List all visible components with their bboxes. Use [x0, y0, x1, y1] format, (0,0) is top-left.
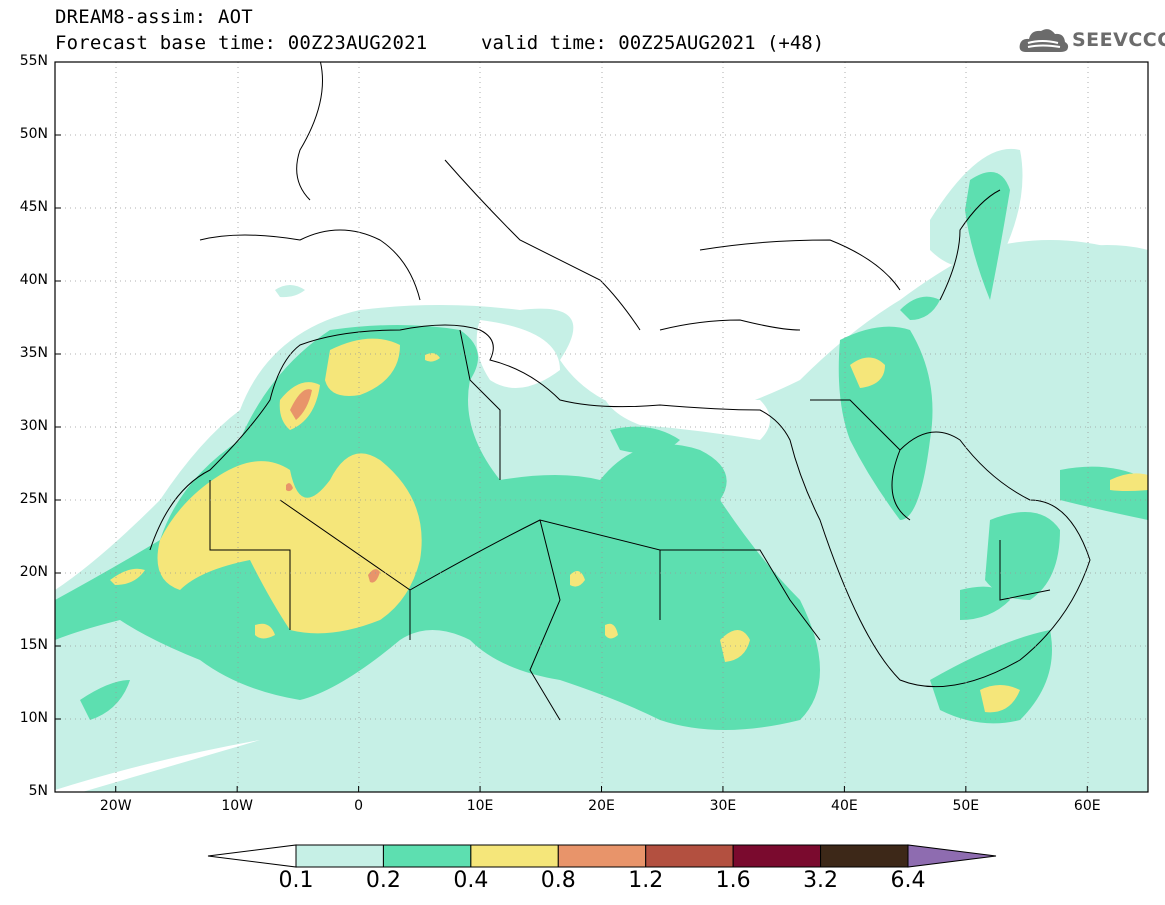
aot-clear-areas [55, 320, 770, 792]
lon-label: 40E [831, 798, 858, 814]
logo-text: SEEVCCC [1072, 29, 1165, 51]
colorbar-label: 0.4 [453, 868, 489, 893]
seevccc-logo: SEEVCCC [1018, 24, 1165, 58]
lon-label: 0 [354, 798, 364, 814]
lat-label: 45N [19, 199, 48, 215]
valid-time: valid time: 00Z25AUG2021 (+48) [481, 32, 825, 54]
aot-band-medium [55, 172, 1148, 730]
colorbar [207, 844, 997, 868]
lon-label: 10W [221, 798, 253, 814]
colorbar-swatch [645, 844, 734, 868]
product-title: DREAM8-assim: AOT [55, 6, 253, 28]
colorbar-swatch [295, 844, 384, 868]
colorbar-label: 0.2 [365, 868, 401, 893]
lat-label: 25N [19, 491, 48, 507]
colorbar-arrow-high [907, 844, 997, 868]
colorbar-swatch [382, 844, 472, 868]
colorbar-swatch [557, 844, 647, 868]
colorbar-swatch [820, 844, 909, 868]
colorbar-swatch [470, 844, 559, 868]
lat-label: 40N [19, 272, 48, 288]
colorbar-label: 0.1 [278, 868, 314, 893]
lon-label: 20W [99, 798, 132, 814]
lon-label: 10E [466, 798, 494, 814]
colorbar-label: 3.2 [803, 868, 839, 893]
lon-label: 60E [1073, 798, 1101, 814]
colorbar-label: 1.6 [715, 868, 751, 893]
base-time: Forecast base time: 00Z23AUG2021 [55, 32, 428, 54]
colorbar-arrow-low [207, 844, 297, 868]
lat-label: 50N [19, 126, 48, 142]
lat-label: 15N [19, 637, 48, 653]
lat-label: 10N [19, 710, 48, 726]
lat-label: 20N [19, 564, 48, 580]
lat-label: 30N [19, 418, 48, 434]
colorbar-label: 6.4 [890, 868, 926, 893]
cloud-icon [1019, 29, 1069, 52]
colorbar-label: 0.8 [540, 868, 576, 893]
lat-label: 5N [28, 783, 48, 799]
map-grid [55, 62, 1148, 792]
colorbar-label: 1.2 [628, 868, 664, 893]
colorbar-swatch [732, 844, 822, 868]
lat-label: 35N [19, 345, 48, 361]
lat-label: 55N [19, 53, 48, 69]
lon-label: 50E [952, 798, 980, 814]
coastlines [149, 62, 1091, 721]
aot-band-very-high [286, 389, 380, 583]
lon-label: 20E [588, 798, 615, 814]
lon-label: 30E [709, 798, 737, 814]
